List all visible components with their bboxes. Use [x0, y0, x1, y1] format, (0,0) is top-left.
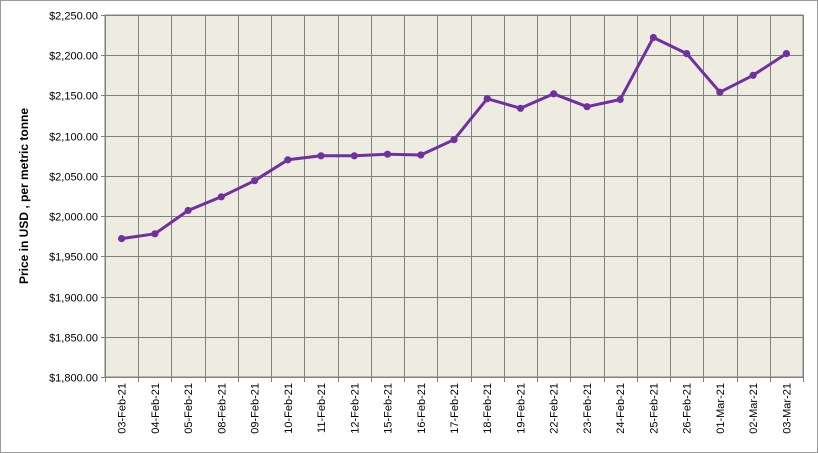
series-points [118, 33, 791, 243]
x-tick-label: 12-Feb-21 [349, 383, 361, 434]
y-axis-title: Price in USD , per metric tonne [17, 108, 31, 284]
x-tick-label: 11-Feb-21 [316, 383, 328, 433]
y-tick-label: $2,250.00 [49, 11, 98, 23]
data-point [251, 177, 259, 185]
data-point [716, 88, 724, 96]
x-tick-label: 01-Mar-21 [715, 383, 727, 434]
data-point [483, 95, 491, 103]
y-tick-label: $2,150.00 [49, 91, 98, 103]
x-tick-label: 09-Feb-21 [250, 383, 262, 434]
x-tick-label: 19-Feb-21 [515, 383, 527, 434]
data-point [749, 71, 757, 79]
data-point [383, 150, 392, 158]
x-tick-label: 15-Feb-21 [383, 383, 395, 434]
data-point [782, 50, 791, 58]
x-tick-label: 10-Feb-21 [283, 383, 295, 434]
y-axis-ticks: $1,800.00 $1,850.00 $1,900.00 $1,950.00 $2,0… [49, 11, 105, 385]
y-tick-label: $2,200.00 [49, 51, 98, 63]
x-tick-label: 23-Feb-21 [582, 383, 594, 434]
x-tick-label: 17-Feb-21 [449, 383, 461, 434]
y-tick-label: $1,850.00 [49, 333, 98, 345]
data-point [516, 104, 525, 112]
x-tick-label: 25-Feb-21 [648, 383, 660, 434]
data-point [151, 230, 159, 238]
x-tick-label: 02-Mar-21 [748, 383, 760, 434]
x-tick-label: 05-Feb-21 [183, 383, 195, 434]
x-tick-label: 08-Feb-21 [216, 383, 228, 434]
data-point [184, 206, 192, 215]
data-point [350, 152, 358, 160]
data-point [450, 136, 458, 144]
data-point [683, 50, 691, 58]
y-tick-label: $2,100.00 [49, 132, 98, 144]
y-tick-label: $2,050.00 [49, 172, 98, 184]
y-tick-label: $1,800.00 [49, 373, 98, 385]
data-point [118, 235, 126, 243]
data-point [284, 156, 292, 164]
x-tick-label: 24-Feb-21 [615, 383, 627, 434]
x-tick-label: 03-Feb-21 [117, 383, 129, 434]
x-tick-label: 22-Feb-21 [549, 383, 561, 434]
x-tick-label: 18-Feb-21 [482, 383, 494, 434]
data-point [583, 103, 591, 111]
x-tick-label: 03-Mar-21 [781, 383, 793, 434]
data-point [317, 152, 325, 160]
x-tick-label: 26-Feb-21 [682, 383, 694, 434]
y-tick-label: $1,900.00 [49, 293, 98, 305]
y-tick-label: $2,000.00 [49, 212, 98, 224]
data-point [616, 95, 624, 104]
data-point [550, 90, 558, 98]
x-tick-label: 04-Feb-21 [150, 383, 162, 434]
data-point [417, 151, 425, 159]
y-tick-label: $1,950.00 [49, 252, 98, 264]
data-point [649, 33, 658, 42]
x-tick-label: 16-Feb-21 [416, 383, 428, 434]
data-point [217, 193, 225, 201]
x-axis-ticks: 03-Feb-21 04-Feb-21 05-Feb-21 08-Feb-21 09-F… [105, 377, 804, 434]
